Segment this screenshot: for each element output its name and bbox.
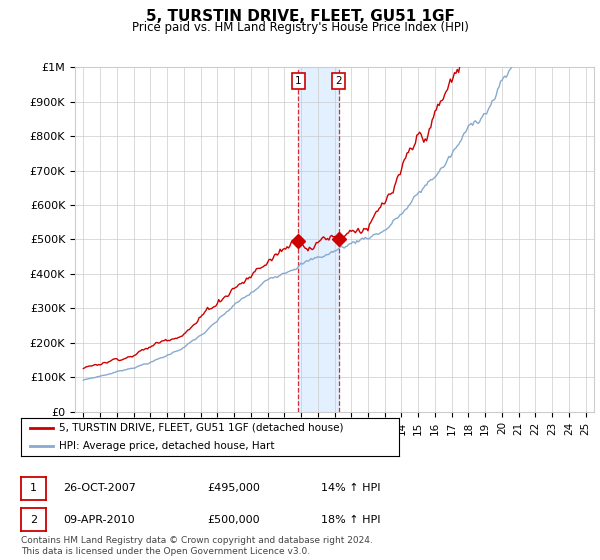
Text: 14% ↑ HPI: 14% ↑ HPI	[321, 483, 380, 493]
Text: 2: 2	[335, 76, 342, 86]
Text: Price paid vs. HM Land Registry's House Price Index (HPI): Price paid vs. HM Land Registry's House …	[131, 21, 469, 34]
Text: 2: 2	[30, 515, 37, 525]
Text: 18% ↑ HPI: 18% ↑ HPI	[321, 515, 380, 525]
Text: 09-APR-2010: 09-APR-2010	[63, 515, 134, 525]
Text: £495,000: £495,000	[207, 483, 260, 493]
Text: 1: 1	[30, 483, 37, 493]
Text: Contains HM Land Registry data © Crown copyright and database right 2024.
This d: Contains HM Land Registry data © Crown c…	[21, 536, 373, 556]
Bar	[298, 67, 338, 412]
Text: 5, TURSTIN DRIVE, FLEET, GU51 1GF: 5, TURSTIN DRIVE, FLEET, GU51 1GF	[146, 9, 454, 24]
Text: 5, TURSTIN DRIVE, FLEET, GU51 1GF (detached house): 5, TURSTIN DRIVE, FLEET, GU51 1GF (detac…	[59, 423, 343, 433]
Text: £500,000: £500,000	[207, 515, 260, 525]
Text: HPI: Average price, detached house, Hart: HPI: Average price, detached house, Hart	[59, 441, 274, 451]
Text: 1: 1	[295, 76, 302, 86]
Text: 26-OCT-2007: 26-OCT-2007	[63, 483, 136, 493]
